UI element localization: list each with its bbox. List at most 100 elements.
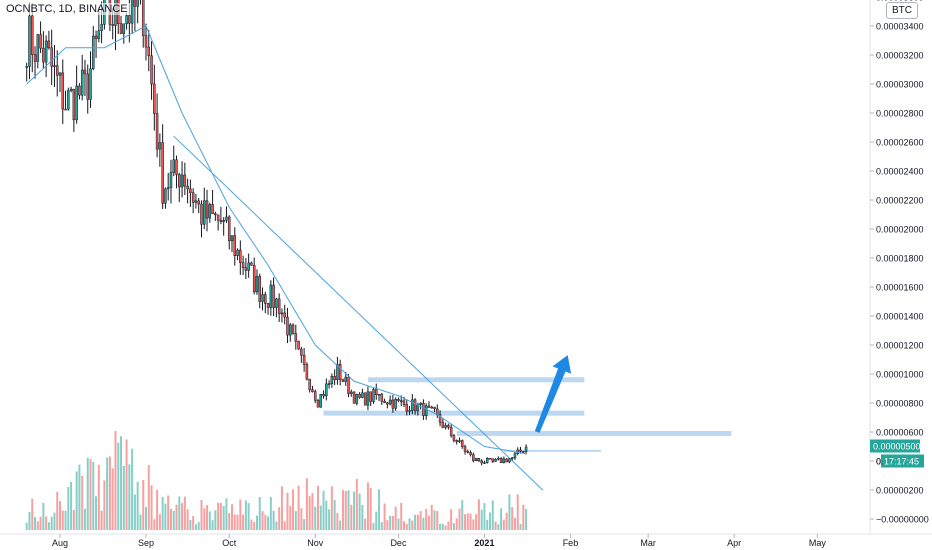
candle-body (166, 187, 170, 190)
volume-bar (145, 506, 147, 530)
candle-body (100, 24, 103, 32)
chart-title: OCNBTC, 1D, BINANCE (4, 3, 130, 15)
volume-bar (516, 494, 519, 530)
volume-bar (489, 512, 491, 530)
volume-bar (289, 505, 292, 530)
price-axis-label: 0.00001600 (876, 283, 924, 293)
candle-body (230, 235, 234, 242)
candle-body (153, 83, 156, 114)
candle-body (430, 406, 433, 409)
volume-bar (427, 515, 430, 530)
candle-body (255, 276, 259, 293)
time-axis-label: Apr (727, 538, 741, 548)
time-axis[interactable]: Aug Sep Oct Nov Dec 2021 Feb Mar Apr May (52, 534, 826, 548)
support-zone (367, 377, 585, 383)
volume-bar (400, 502, 403, 530)
volume-bar (97, 464, 100, 530)
volume-bar (72, 509, 75, 530)
volume-bar (158, 514, 161, 530)
volume-bar (225, 498, 228, 530)
volume-bar (36, 521, 39, 530)
volume-bar (339, 520, 342, 530)
candle-body (150, 55, 153, 85)
volume-bar (341, 490, 344, 530)
volume-bar (411, 520, 414, 530)
candle-body (458, 440, 461, 443)
candle-body (433, 406, 436, 410)
volume-bar (194, 524, 197, 530)
volume-bar (286, 492, 289, 530)
price-axis-label: 0.00003200 (876, 51, 924, 61)
candle-body (419, 402, 422, 405)
candle-body (186, 185, 189, 190)
candle-body (411, 399, 414, 411)
volume-bar (461, 500, 464, 530)
volume-bar (31, 498, 34, 530)
arrow-icon (534, 355, 572, 433)
volume-bar (422, 517, 425, 530)
candle-body (447, 425, 450, 428)
candle-body (485, 458, 489, 463)
candle-body (438, 414, 442, 423)
volume-bar (50, 516, 53, 530)
volume-bar (111, 468, 114, 530)
volume-bar (211, 520, 214, 530)
candle-body (391, 399, 395, 409)
price-axis-partial-label: 0. (876, 457, 884, 467)
candle-body (363, 392, 367, 406)
volume-bar (95, 496, 98, 530)
candle-body (289, 324, 292, 336)
volume-bar (228, 513, 231, 530)
bar-countdown: 17:17:45 (884, 457, 919, 467)
drawing-tools[interactable] (173, 135, 732, 491)
candle-body (200, 203, 203, 225)
volume-bar (366, 482, 369, 530)
volume-bar (75, 471, 78, 530)
volume-bar (452, 523, 455, 530)
candle-body (158, 142, 162, 150)
candle-body (319, 393, 323, 408)
volume-bar (47, 522, 50, 530)
volume-bar (330, 486, 333, 530)
volume-bar (513, 517, 516, 530)
volume-bar (217, 502, 220, 530)
price-axis-label: 0.00001000 (876, 370, 924, 380)
volume-bar (169, 508, 172, 530)
candle-body (86, 73, 89, 100)
volume-bar (70, 482, 73, 530)
currency-badge[interactable]: BTC (886, 2, 918, 19)
volume-bar (375, 511, 378, 530)
candle-body (388, 399, 392, 405)
candle-body (277, 298, 281, 314)
volume-bar (300, 508, 303, 530)
price-axis-label: 0.00003400 (876, 22, 924, 32)
volume-bar (314, 506, 317, 530)
candle-body (197, 200, 200, 205)
candle-body (338, 364, 342, 381)
volume-bar (275, 521, 278, 530)
candle-body (361, 392, 364, 398)
volume-bar (372, 523, 375, 530)
candle-body (316, 400, 320, 408)
volume-bar (42, 502, 45, 530)
volume-bar (344, 491, 347, 530)
candle-body (355, 393, 359, 404)
volume-bar (150, 485, 153, 530)
candle-body (39, 34, 42, 49)
candle-body (513, 453, 517, 458)
volume-bar (78, 464, 81, 530)
candle-body (452, 435, 456, 441)
volume-bar (405, 523, 408, 530)
candle-body (83, 69, 87, 75)
volume-bar (81, 475, 84, 530)
volume-bar (128, 464, 131, 530)
volume-bar (336, 512, 339, 530)
volume-bar (247, 503, 250, 530)
volume-bar (269, 496, 272, 530)
volume-bar (447, 521, 450, 530)
candle-body (444, 425, 447, 428)
candle-body (510, 457, 514, 459)
volume-bar (100, 510, 103, 530)
